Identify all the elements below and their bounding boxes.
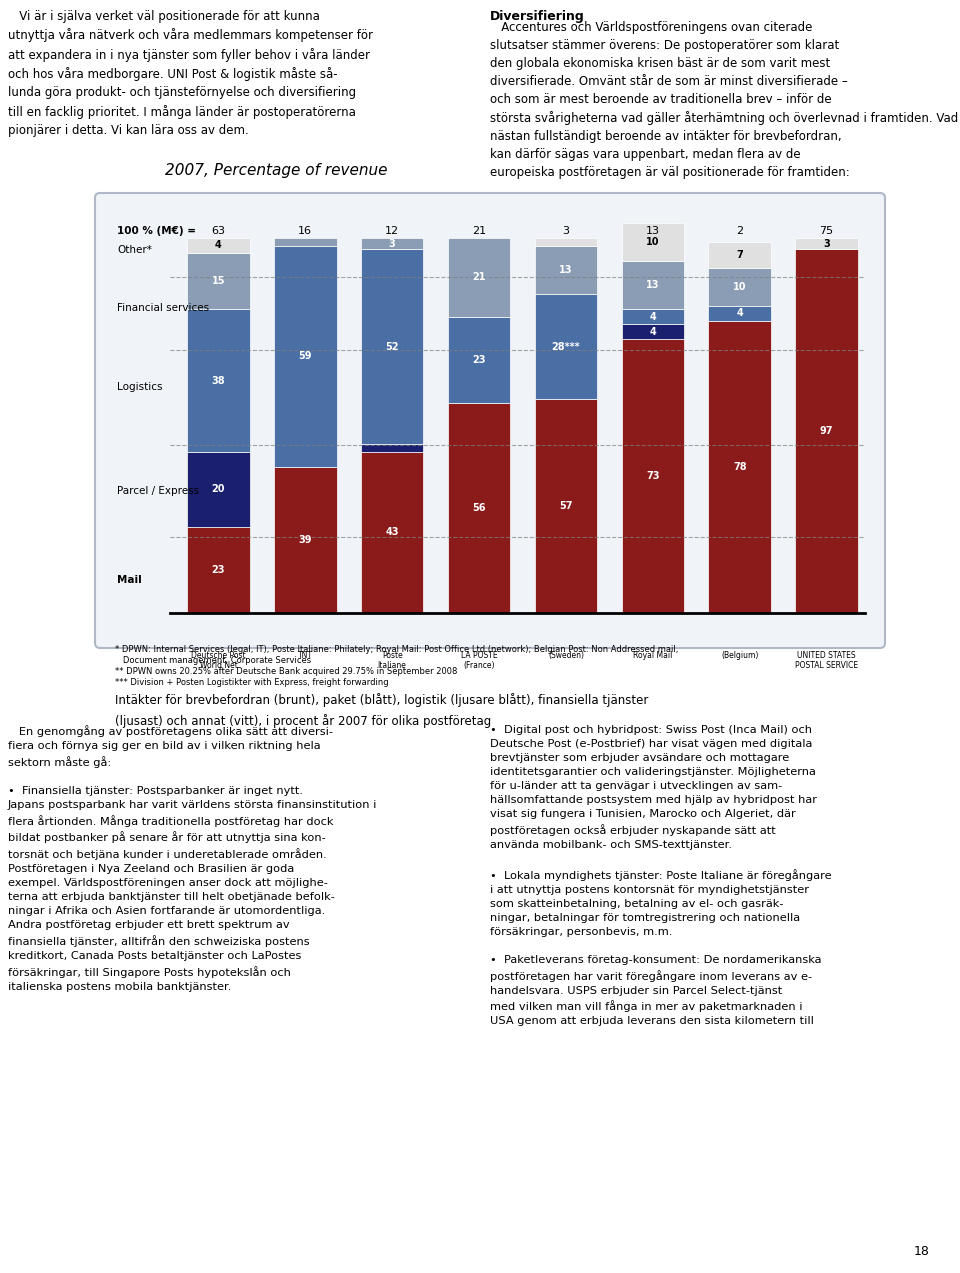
Bar: [535, 294, 597, 400]
Text: 10: 10: [646, 237, 660, 247]
Bar: [795, 238, 858, 250]
Text: 21: 21: [472, 272, 486, 283]
Text: 10: 10: [732, 281, 747, 292]
Bar: [621, 339, 684, 614]
Text: 15: 15: [212, 276, 226, 286]
Text: Financial services: Financial services: [117, 303, 209, 313]
Text: *** Division + Posten Logistikter with Express, freight forwarding: *** Division + Posten Logistikter with E…: [115, 679, 389, 687]
Text: 3: 3: [823, 238, 830, 248]
Text: 2: 2: [736, 227, 743, 236]
Text: 16: 16: [299, 227, 312, 236]
FancyBboxPatch shape: [95, 193, 885, 648]
Bar: [708, 242, 771, 269]
Text: 2007, Percentage of revenue: 2007, Percentage of revenue: [165, 163, 388, 178]
Text: Intäkter för brevbefordran (brunt), paket (blått), logistik (ljusare blått), fin: Intäkter för brevbefordran (brunt), pake…: [115, 693, 648, 727]
Text: 97: 97: [820, 426, 833, 437]
Bar: [708, 269, 771, 306]
Bar: [535, 246, 597, 294]
Text: 21: 21: [472, 227, 486, 236]
Bar: [447, 238, 511, 317]
Bar: [447, 317, 511, 404]
Text: 75: 75: [820, 227, 833, 236]
Text: 4: 4: [649, 327, 657, 337]
Text: 38: 38: [211, 376, 226, 386]
Text: 23: 23: [212, 565, 226, 575]
Bar: [621, 325, 684, 339]
Text: Royal Mail: Royal Mail: [634, 651, 673, 659]
Text: * DPWN: Internal Services (legal, IT), Poste Italiane: Philately; Royal Mail: Po: * DPWN: Internal Services (legal, IT), P…: [115, 645, 679, 654]
Bar: [361, 250, 423, 444]
Bar: [187, 527, 250, 614]
Text: Document management, Corporate Services: Document management, Corporate Services: [115, 656, 311, 665]
Text: 13: 13: [646, 280, 660, 290]
Bar: [621, 223, 684, 261]
Text: 4: 4: [649, 312, 657, 322]
Bar: [187, 309, 250, 452]
Bar: [187, 253, 250, 309]
Text: 20: 20: [212, 484, 226, 494]
Text: LA POSTE
(France): LA POSTE (France): [461, 651, 497, 671]
Text: 43: 43: [385, 527, 399, 537]
Text: 13: 13: [646, 227, 660, 236]
Text: 3: 3: [563, 227, 569, 236]
Text: 73: 73: [646, 471, 660, 481]
Text: 39: 39: [299, 535, 312, 545]
Text: Vi är i själva verket väl positionerade för att kunna
utnyttja våra nätverk och : Vi är i själva verket väl positionerade …: [8, 10, 373, 136]
Text: 7: 7: [736, 250, 743, 260]
Bar: [187, 452, 250, 527]
Bar: [187, 238, 250, 253]
Text: •  Digital post och hybridpost: Swiss Post (Inca Mail) och
Deutsche Post (e-Post: • Digital post och hybridpost: Swiss Pos…: [490, 726, 831, 1026]
Text: Poste
Italiane: Poste Italiane: [377, 651, 407, 671]
Text: 4: 4: [215, 241, 222, 251]
Text: 52: 52: [385, 341, 399, 351]
Text: Mail: Mail: [117, 575, 142, 586]
Text: 18: 18: [914, 1245, 930, 1258]
Text: (Sweden): (Sweden): [548, 651, 584, 659]
Text: Accentures och Världspostföreningens ovan citerade
slutsatser stämmer överens: D: Accentures och Världspostföreningens ova…: [490, 20, 960, 179]
Bar: [361, 444, 423, 452]
Bar: [621, 261, 684, 309]
Text: Parcel / Express: Parcel / Express: [117, 486, 199, 496]
Text: 56: 56: [472, 503, 486, 513]
Text: 57: 57: [559, 502, 573, 512]
Bar: [447, 404, 511, 614]
Text: 13: 13: [559, 265, 573, 275]
Bar: [708, 306, 771, 321]
Bar: [274, 246, 337, 467]
Text: En genomgång av postföretagens olika sätt att diversi-
fiera och förnya sig ger : En genomgång av postföretagens olika sät…: [8, 726, 377, 992]
Bar: [795, 250, 858, 614]
Bar: [361, 238, 423, 250]
Bar: [535, 238, 597, 246]
Text: Deutsche Post
World Net: Deutsche Post World Net: [191, 651, 246, 671]
Bar: [274, 467, 337, 614]
Text: (Belgium): (Belgium): [721, 651, 758, 659]
Text: 78: 78: [732, 462, 747, 472]
Bar: [621, 309, 684, 325]
Text: 63: 63: [211, 227, 226, 236]
Text: TNT: TNT: [298, 651, 313, 659]
Text: 100 % (M€) =: 100 % (M€) =: [117, 227, 196, 236]
Text: Diversifiering: Diversifiering: [490, 10, 585, 23]
Bar: [708, 321, 771, 614]
Text: ** DPWN owns 20.25% after Deutsche Bank acquired 29.75% in September 2008: ** DPWN owns 20.25% after Deutsche Bank …: [115, 667, 457, 676]
Text: 3: 3: [389, 238, 396, 248]
Bar: [361, 452, 423, 614]
Text: Logistics: Logistics: [117, 382, 162, 392]
Text: 59: 59: [299, 351, 312, 362]
Text: UNITED STATES
POSTAL SERVICE: UNITED STATES POSTAL SERVICE: [795, 651, 858, 671]
Bar: [274, 238, 337, 246]
Text: 28***: 28***: [552, 341, 580, 351]
Text: 23: 23: [472, 355, 486, 365]
Bar: [535, 400, 597, 614]
Text: 12: 12: [385, 227, 399, 236]
Text: Other*: Other*: [117, 246, 152, 256]
Text: 4: 4: [736, 308, 743, 318]
